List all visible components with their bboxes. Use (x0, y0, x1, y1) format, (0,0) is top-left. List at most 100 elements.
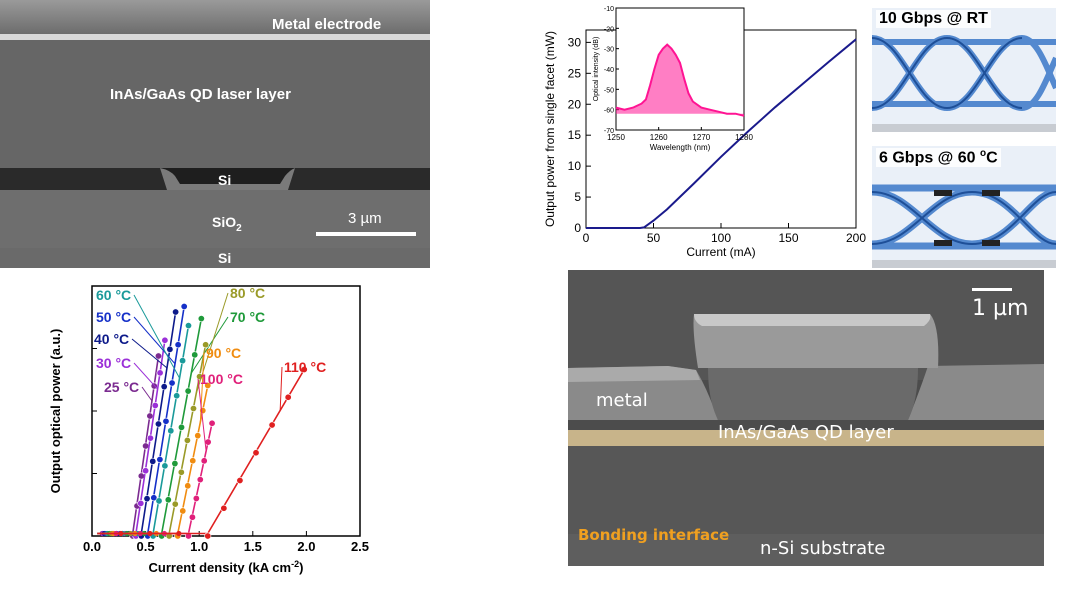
li-y-tick-label: 5 (574, 190, 581, 204)
tc-series-point (197, 315, 205, 323)
sem-cross-section-bottom: 1 µm metal InAs/GaAs QD layer Bonding in… (568, 270, 1044, 566)
tc-series-point (189, 405, 197, 413)
label-si-bottom: Si (218, 250, 232, 266)
li-y-axis-label: Output power from single facet (mW) (543, 31, 557, 227)
li-y-tick-label: 20 (568, 97, 582, 111)
tc-series-point (156, 369, 164, 377)
eye-diagram-60c: 6 Gbps @ 60 oC (872, 146, 1056, 268)
tc-series-point (174, 341, 182, 349)
label-sio2: SiO2 (212, 214, 242, 234)
inset-y-tick-label: -50 (604, 87, 614, 94)
tc-legend-label: 25 °C (104, 379, 139, 395)
eye-rt-traces (872, 8, 1056, 132)
inset-y-tick-label: -20 (604, 26, 614, 33)
tc-series-point (191, 351, 199, 359)
eye-diagram-rt: 10 Gbps @ RT (872, 8, 1056, 132)
tc-series-point (171, 500, 179, 508)
tc-legend-leader (141, 386, 153, 402)
tc-series-point (137, 499, 145, 507)
tc-series-point (204, 438, 212, 446)
li-x-tick-label: 0 (583, 231, 590, 245)
inset-x-tick-label: 1250 (607, 133, 625, 142)
label-bonding-interface: Bonding interface (578, 526, 730, 544)
tc-series-point (184, 387, 192, 395)
tc-legend-leader (191, 316, 229, 374)
li-y-tick-label: 15 (568, 128, 582, 142)
tc-series-point (164, 496, 172, 504)
tc-x-axis-label: Current density (kA cm-2) (149, 559, 304, 575)
tc-legend-label: 60 °C (96, 287, 131, 303)
tc-series-point (142, 442, 150, 450)
tc-x-axis-label-sup: -2 (291, 559, 299, 569)
tc-y-axis-label: Output optical power (a.u.) (48, 329, 63, 494)
inset-y-tick-label: -70 (604, 128, 614, 135)
label-qd-laser-layer: InAs/GaAs QD laser layer (110, 86, 291, 103)
tc-legend-label: 110 °C (284, 359, 326, 375)
tc-series-point (194, 432, 202, 440)
eye-60-title: 6 Gbps @ 60 oC (876, 148, 1001, 168)
tc-legend-leader (199, 352, 205, 424)
sem-top-layers (0, 0, 430, 268)
tc-series-point (300, 366, 308, 374)
tc-series-point (147, 530, 153, 537)
tc-x-axis-label-end: ) (299, 560, 303, 575)
scale-label: 3 µm (348, 210, 382, 227)
inset-spectrum-fill (616, 44, 744, 116)
tc-series-point (204, 532, 212, 540)
tc-series-point (160, 383, 168, 391)
tc-series-point (166, 345, 174, 353)
tc-series-point (179, 507, 187, 515)
li-x-tick-label: 200 (846, 231, 866, 245)
li-y-tick-label: 25 (568, 66, 582, 80)
tc-legend-leader (197, 378, 207, 452)
tc-series-point (150, 494, 158, 502)
tc-series-point (204, 382, 212, 390)
label-metal-electrode: Metal electrode (272, 16, 382, 33)
tc-x-tick-label: 1.5 (244, 539, 262, 554)
tc-x-tick-label: 2.0 (297, 539, 315, 554)
tc-series-point (202, 341, 210, 349)
tc-legend-leader (131, 338, 168, 369)
eye-rt-title: 10 Gbps @ RT (876, 10, 991, 28)
sem-cross-section-top: Metal electrode InAs/GaAs QD laser layer… (0, 0, 430, 268)
tc-series-point (178, 423, 186, 431)
scale-bar-1um (972, 288, 1012, 291)
tc-x-tick-label: 0.5 (137, 539, 155, 554)
sem-bottom-layers (568, 270, 1044, 566)
tc-series-point (172, 308, 180, 316)
tc-series-point (180, 302, 188, 310)
tc-series-point (161, 336, 169, 344)
tc-series-point (268, 421, 276, 429)
inset-y-tick-label: -40 (604, 67, 614, 74)
tc-x-tick-label: 1.0 (190, 539, 208, 554)
tc-x-tick-label: 2.5 (351, 539, 369, 554)
tc-series-point (161, 462, 169, 470)
tc-legend-label: 30 °C (96, 355, 131, 371)
tc-x-tick-label: 0.0 (83, 539, 101, 554)
tc-series-point (173, 392, 181, 400)
tc-legend-label: 40 °C (94, 331, 129, 347)
temp-chart: 0.0 0.5 1.0 1.5 2.0 2.5 Current density (kA cm… (48, 285, 369, 575)
tc-series-point (146, 434, 154, 442)
tc-series-point (156, 456, 164, 464)
tc-series-point (188, 513, 196, 521)
li-x-tick-label: 50 (647, 231, 661, 245)
tc-legend-leader (133, 316, 176, 365)
inset-y-tick-label: -60 (604, 108, 614, 115)
tc-series-point (171, 460, 179, 468)
inset-y-tick-label: -30 (604, 47, 614, 54)
tc-series-point (184, 482, 192, 490)
inset-y-axis-label: Optical intensity (dB) (593, 37, 600, 102)
li-series-line (586, 38, 857, 229)
tc-series-point (168, 379, 176, 387)
tc-legend-leader (133, 294, 181, 379)
tc-series-point (208, 419, 216, 427)
tc-legend-label: 100 °C (200, 371, 243, 387)
tc-series-point (146, 412, 154, 420)
tc-series-point (183, 436, 191, 444)
label-qd-layer: InAs/GaAs QD layer (718, 422, 894, 443)
tc-legend-label: 90 °C (206, 345, 241, 361)
scale-bar (316, 232, 416, 236)
scale-label-1um: 1 µm (972, 296, 1029, 321)
tc-series-point (149, 457, 157, 465)
